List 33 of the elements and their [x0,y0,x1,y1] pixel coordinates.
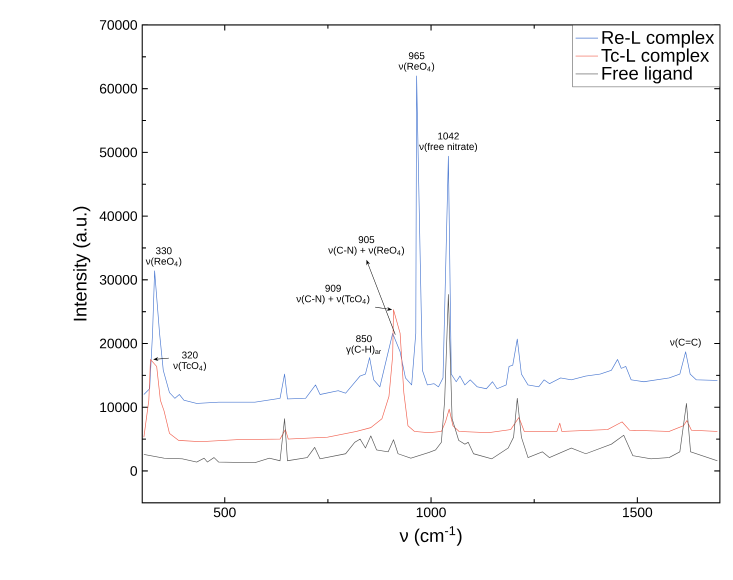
y-tick-label: 10000 [100,402,138,412]
y-tick-label: 0 [130,466,138,476]
x-axis-title: ν (cm$^{-1}$) [399,526,462,546]
y-tick-label: 60000 [100,84,138,94]
annotation: ν(ReO$_{4}$) [146,257,182,267]
y-axis-title: Intensity (a.u.) [73,206,90,320]
annotation: ν(C-N) + ν(TcO$_{4}$) [296,294,370,304]
annotation: ν(ReO$_{4}$) [398,62,434,72]
legend-label: Tc-L complex [601,48,710,66]
annotation: 965 [408,52,424,60]
annotation: 909 [325,284,341,292]
y-tick-label: 50000 [100,147,138,158]
y-tick-label: 30000 [100,274,138,285]
x-tick-label: 1500 [623,507,652,518]
y-tick-label: 20000 [100,338,138,348]
annotation: ν(TcO$_{4}$) [173,362,206,371]
x-tick-label: 1000 [416,507,446,518]
line-series [144,309,718,442]
line-series [144,294,718,463]
legend-label: Free ligand [602,66,692,84]
annotation: 905 [358,236,374,244]
annotation: 330 [156,247,172,254]
y-tick-label: 70000 [100,20,138,30]
x-tick-label: 500 [214,507,236,518]
annotation: ν(C=C) [670,338,701,348]
y-tick-label: 40000 [100,211,138,221]
annotation: ν(free nitrate) [419,142,478,152]
legend-label: Re-L complex [602,30,714,48]
annotation: 850 [356,335,372,342]
annotation: 1042 [438,132,459,140]
annotation: 320 [182,351,198,358]
annotation: γ(C-H)$_{ar}$ [346,345,382,355]
annotation: ν(C-N) + ν(ReO$_{4}$) [328,246,404,256]
